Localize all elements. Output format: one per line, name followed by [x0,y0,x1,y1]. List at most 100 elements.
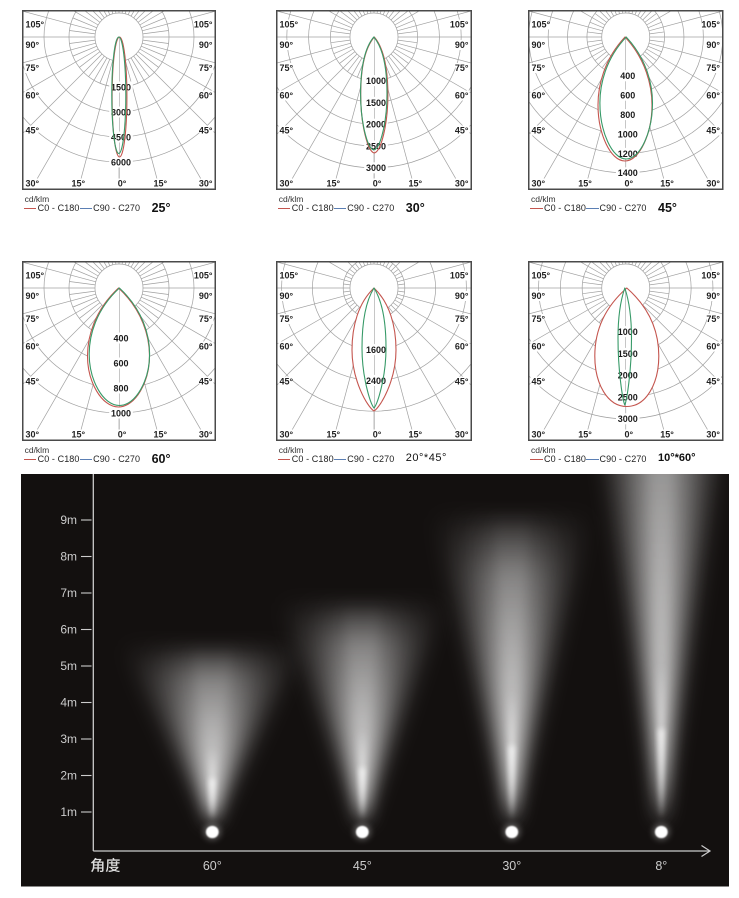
svg-text:105°: 105° [25,270,44,280]
svg-text:45°: 45° [532,125,546,135]
svg-text:1000: 1000 [111,408,131,418]
svg-text:6m: 6m [60,623,77,637]
svg-text:90°: 90° [279,291,293,301]
svg-text:3000: 3000 [111,107,131,117]
svg-text:1400: 1400 [618,168,638,178]
svg-text:0°: 0° [372,429,381,439]
svg-text:2000: 2000 [366,119,386,129]
svg-text:90°: 90° [706,291,720,301]
svg-text:45°: 45° [198,376,212,386]
svg-text:75°: 75° [279,314,293,324]
svg-text:30°: 30° [532,178,546,188]
svg-text:600: 600 [620,90,635,100]
svg-text:90°: 90° [198,40,212,50]
svg-text:0°: 0° [624,429,633,439]
svg-text:0°: 0° [372,178,381,188]
svg-text:400: 400 [113,333,128,343]
svg-text:15°: 15° [326,178,340,188]
svg-text:45°: 45° [279,376,293,386]
svg-text:15°: 15° [71,429,85,439]
svg-text:1500: 1500 [366,97,386,107]
svg-text:90°: 90° [198,291,212,301]
svg-text:75°: 75° [455,63,469,73]
svg-text:105°: 105° [193,19,212,29]
svg-text:60°: 60° [279,341,293,351]
svg-text:400: 400 [620,71,635,81]
svg-text:800: 800 [620,110,635,120]
svg-text:105°: 105° [25,19,44,29]
svg-text:45°: 45° [706,376,720,386]
svg-text:90°: 90° [532,291,546,301]
svg-text:30°: 30° [279,178,293,188]
svg-text:30°: 30° [455,178,469,188]
svg-text:8m: 8m [60,550,77,564]
svg-text:60°: 60° [532,341,546,351]
svg-text:105°: 105° [701,19,720,29]
svg-text:60°: 60° [279,90,293,100]
svg-text:8°: 8° [655,859,667,873]
svg-text:1500: 1500 [111,82,131,92]
svg-text:75°: 75° [532,63,546,73]
svg-text:45°: 45° [532,376,546,386]
svg-text:105°: 105° [532,19,551,29]
svg-text:30°: 30° [198,178,212,188]
svg-text:1000: 1000 [618,129,638,139]
svg-text:90°: 90° [25,291,39,301]
svg-text:15°: 15° [153,178,167,188]
svg-text:90°: 90° [455,40,469,50]
svg-text:60°: 60° [25,341,39,351]
svg-text:1200: 1200 [618,148,638,158]
svg-text:105°: 105° [450,19,469,29]
svg-text:2400: 2400 [366,376,386,386]
svg-text:30°: 30° [279,429,293,439]
svg-text:45°: 45° [353,859,372,873]
svg-text:15°: 15° [578,178,592,188]
svg-text:45°: 45° [279,125,293,135]
svg-text:0°: 0° [117,429,126,439]
svg-text:90°: 90° [25,40,39,50]
svg-text:2500: 2500 [366,141,386,151]
svg-text:60°: 60° [455,341,469,351]
svg-text:3m: 3m [60,732,77,746]
svg-text:60°: 60° [706,341,720,351]
svg-text:2000: 2000 [618,370,638,380]
svg-text:30°: 30° [502,859,521,873]
svg-text:105°: 105° [532,270,551,280]
svg-text:75°: 75° [532,314,546,324]
svg-text:90°: 90° [532,40,546,50]
svg-text:15°: 15° [408,429,422,439]
svg-text:45°: 45° [25,125,39,135]
svg-text:600: 600 [113,358,128,368]
svg-text:30°: 30° [532,429,546,439]
svg-text:6000: 6000 [111,157,131,167]
svg-text:105°: 105° [193,270,212,280]
svg-text:4m: 4m [60,696,77,710]
svg-text:15°: 15° [660,178,674,188]
svg-text:75°: 75° [279,63,293,73]
svg-text:15°: 15° [660,429,674,439]
svg-text:45°: 45° [198,125,212,135]
svg-text:0°: 0° [624,178,633,188]
svg-text:60°: 60° [455,90,469,100]
svg-text:105°: 105° [279,270,298,280]
svg-text:60°: 60° [198,90,212,100]
svg-text:60°: 60° [198,341,212,351]
svg-text:30°: 30° [455,429,469,439]
svg-text:4500: 4500 [111,132,131,142]
svg-text:15°: 15° [578,429,592,439]
svg-text:60°: 60° [532,90,546,100]
svg-text:3000: 3000 [618,414,638,424]
svg-text:30°: 30° [706,178,720,188]
svg-text:75°: 75° [25,314,39,324]
svg-text:75°: 75° [455,314,469,324]
svg-text:45°: 45° [455,376,469,386]
svg-text:800: 800 [113,383,128,393]
svg-text:75°: 75° [198,314,212,324]
svg-text:1600: 1600 [366,345,386,355]
svg-text:1m: 1m [60,805,77,819]
svg-text:105°: 105° [279,19,298,29]
svg-text:30°: 30° [198,429,212,439]
svg-text:75°: 75° [198,63,212,73]
svg-text:30°: 30° [25,429,39,439]
svg-text:60°: 60° [706,90,720,100]
